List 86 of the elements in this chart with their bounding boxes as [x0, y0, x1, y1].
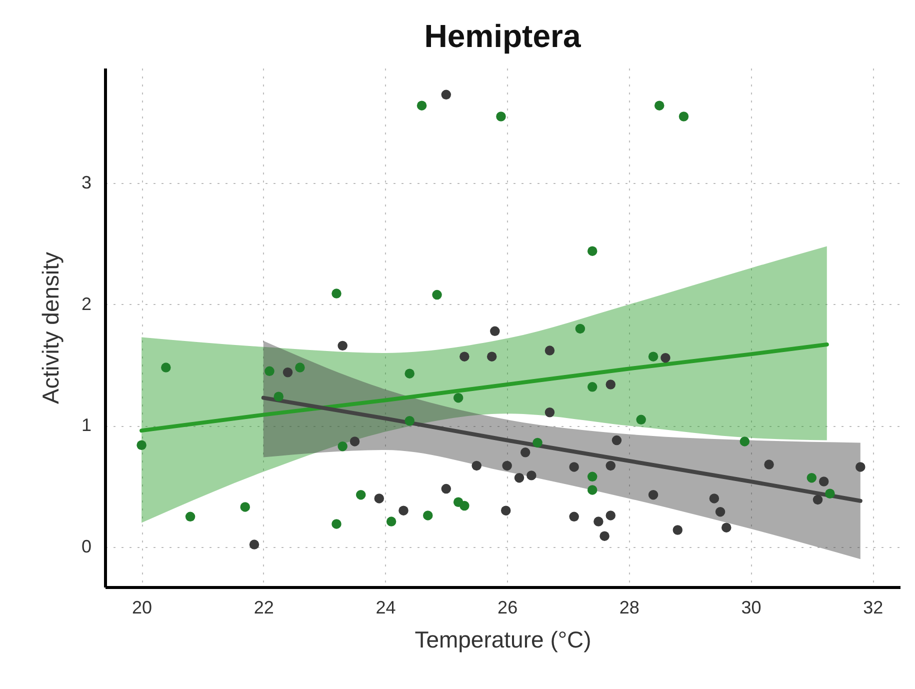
x-tick-label: 30	[741, 598, 762, 618]
point	[654, 100, 664, 110]
point	[606, 510, 616, 520]
point	[520, 448, 530, 458]
point	[856, 462, 866, 472]
point	[678, 112, 689, 122]
point	[648, 490, 658, 500]
x-axis-title: Temperature (°C)	[414, 626, 592, 652]
point	[441, 90, 452, 100]
point	[575, 324, 586, 334]
point	[332, 288, 342, 298]
chart-title: Hemiptera	[424, 18, 581, 54]
point	[295, 362, 305, 372]
x-tick-label: 20	[132, 598, 152, 618]
x-tick-label: 28	[619, 598, 640, 618]
point	[636, 414, 646, 425]
x-tick-label: 24	[376, 598, 396, 618]
point	[404, 416, 414, 426]
y-axis-title: Activity density	[37, 251, 64, 404]
point	[514, 473, 524, 483]
point	[486, 352, 497, 362]
line-series	[261, 396, 862, 503]
point	[740, 436, 750, 446]
point	[332, 519, 342, 529]
y-tick-label: 3	[81, 172, 92, 193]
point	[569, 462, 579, 472]
point	[606, 460, 616, 471]
point	[544, 408, 555, 418]
point	[490, 326, 500, 336]
point	[338, 340, 348, 351]
point	[249, 540, 260, 550]
point	[136, 440, 146, 450]
point	[660, 352, 670, 363]
point	[722, 522, 732, 532]
x-tick-label: 22	[254, 598, 274, 618]
point	[672, 525, 683, 535]
point	[472, 460, 482, 471]
point	[606, 380, 616, 390]
point	[460, 352, 470, 362]
point	[416, 100, 427, 110]
point	[338, 441, 348, 452]
point	[496, 112, 506, 122]
point	[264, 366, 274, 376]
point	[532, 438, 542, 448]
line-series	[140, 342, 829, 433]
point	[453, 392, 464, 403]
y-tick-label: 2	[81, 294, 92, 314]
point	[526, 470, 536, 480]
point	[274, 392, 284, 402]
point	[764, 460, 774, 470]
point	[240, 502, 250, 512]
point	[818, 476, 829, 486]
point	[812, 494, 823, 505]
point	[356, 490, 366, 500]
point	[648, 352, 658, 362]
y-tick-label: 1	[81, 415, 92, 436]
point	[544, 346, 555, 356]
point	[432, 290, 442, 300]
point	[715, 506, 726, 517]
point	[600, 531, 610, 541]
point	[587, 485, 598, 495]
point	[350, 436, 360, 446]
point	[569, 512, 579, 522]
y-tick-label: 0	[81, 536, 92, 556]
point	[806, 473, 817, 483]
point	[587, 382, 598, 392]
x-tick-label: 26	[498, 598, 518, 618]
point	[587, 246, 598, 256]
point	[460, 500, 470, 511]
x-tick-label: 32	[863, 598, 884, 618]
point	[386, 516, 396, 526]
point	[709, 494, 720, 504]
point	[502, 460, 512, 471]
point	[587, 472, 598, 482]
point	[374, 494, 384, 504]
point	[398, 506, 408, 516]
point	[423, 510, 433, 520]
point	[185, 512, 196, 522]
point	[500, 506, 511, 516]
point	[825, 488, 835, 498]
point	[161, 362, 171, 372]
point	[594, 516, 604, 526]
point	[441, 484, 452, 494]
point	[612, 435, 622, 446]
point	[282, 368, 293, 378]
point	[404, 368, 414, 378]
